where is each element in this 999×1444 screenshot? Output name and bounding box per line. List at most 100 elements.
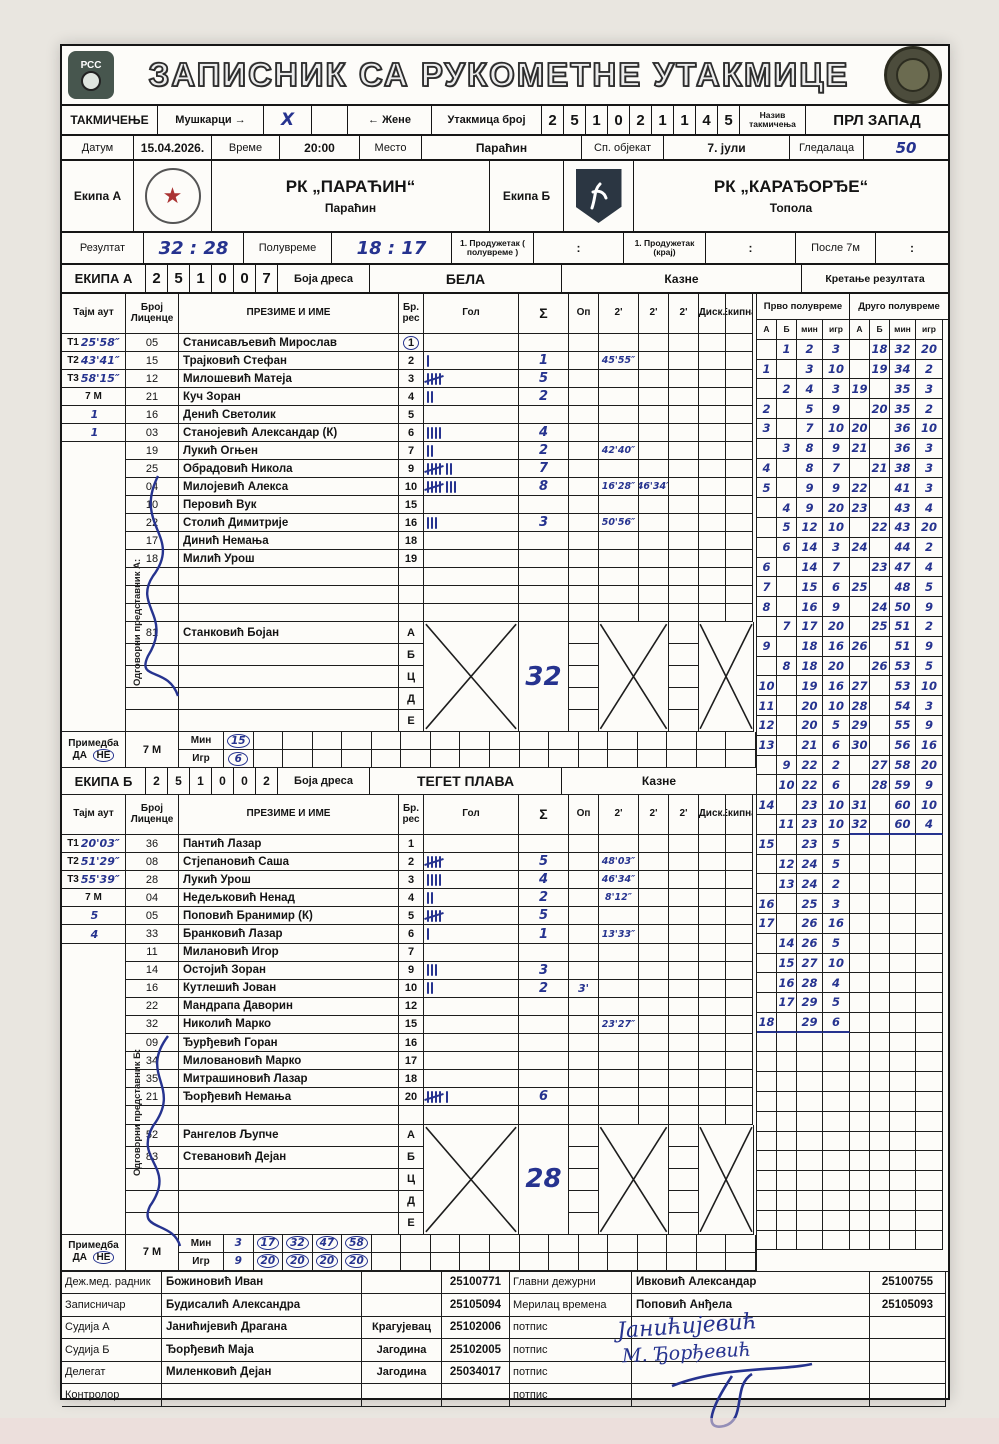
penalty-2min-1 (599, 334, 639, 352)
score-cell (870, 577, 890, 598)
official-role2: Мерилац времена (510, 1294, 632, 1317)
timeout-cell (62, 442, 126, 460)
timeout-cell (62, 604, 126, 622)
penalty-2min-1: 13'33″ (599, 925, 639, 944)
penalty-2min-3 (669, 1070, 699, 1089)
score-cell: 6 (823, 1012, 850, 1033)
halftime-value[interactable]: 18 : 17 (332, 233, 452, 263)
disqualification (699, 370, 726, 388)
score-cell (870, 696, 890, 716)
score-cell (797, 1092, 823, 1112)
score-cell: 10 (823, 418, 850, 439)
score-cell (777, 1191, 797, 1211)
penalty-2min-3 (669, 514, 699, 532)
spectators-value[interactable]: 50 (895, 138, 917, 157)
goal-sum (519, 406, 569, 424)
score-cell (777, 894, 797, 914)
warning-op (569, 871, 599, 890)
score-cell: 4 (757, 458, 777, 479)
score-cell: 5 (823, 933, 850, 954)
after-7m-value[interactable]: : (910, 241, 914, 255)
gk-2min3-cell (669, 666, 699, 688)
score-cell (850, 616, 870, 637)
venue-label: Сп. објекат (582, 136, 664, 159)
goal-sum (519, 334, 569, 352)
score-cell (850, 1012, 870, 1033)
score-cell (870, 854, 890, 875)
disqualification (699, 334, 726, 352)
score-cell (757, 953, 777, 974)
team-penalty (726, 943, 753, 962)
player-name: Милојевић Алекса (179, 478, 399, 496)
score-cell: 7 (823, 557, 850, 578)
score-cell (777, 399, 797, 419)
score-cell (777, 1012, 797, 1033)
team-penalty (726, 889, 753, 908)
score-cell: 41 (890, 478, 916, 499)
spectators-label: Гледалаца (790, 136, 864, 159)
score-cell: 14 (797, 537, 823, 558)
igr-value (430, 750, 461, 768)
score-cell: 6 (823, 577, 850, 598)
score-cell: 29 (797, 1012, 823, 1033)
license-number: 22 (126, 997, 179, 1016)
score-cell (890, 1230, 916, 1251)
score-cell (890, 1092, 916, 1112)
place-label: Место (360, 136, 422, 159)
score-cell: 56 (890, 735, 916, 756)
disqualification (699, 532, 726, 550)
info-row: Датум 15.04.2026. Време 20:00 Место Пара… (62, 136, 948, 161)
goal-sum (519, 496, 569, 514)
score-cell (870, 953, 890, 974)
igr-value (489, 750, 520, 768)
rss-logo-text: РСС (80, 59, 102, 71)
igr-value (460, 750, 490, 768)
penalty-2min-3 (669, 871, 699, 890)
score-cell (757, 775, 777, 796)
score-cell (850, 775, 870, 796)
score-cell (757, 1230, 777, 1251)
score-cell: 9 (823, 438, 850, 459)
player-name: Недељковић Ненад (179, 889, 399, 908)
score-cell (850, 458, 870, 479)
overtime1-value[interactable]: : (534, 233, 624, 263)
penalty-2min-3 (669, 478, 699, 496)
score-cell: 27 (870, 755, 890, 776)
score-cell (870, 438, 890, 459)
score-cell (797, 1230, 823, 1251)
score-cell (777, 795, 797, 815)
column-header: 2' (639, 795, 669, 835)
dress-number: 1 (399, 835, 424, 854)
column-header: 2' (669, 795, 699, 835)
goal-tally (424, 1070, 519, 1089)
result-value[interactable]: 32 : 28 (144, 233, 244, 263)
score-cell: 58 (890, 755, 916, 776)
score-cell (870, 894, 890, 914)
column-header: Бр. рес (399, 294, 424, 334)
goal-tally (424, 1088, 519, 1107)
timeout-cell: Т1 25'58″ (62, 334, 126, 352)
igr-value (460, 1252, 490, 1271)
column-header: 2' (599, 294, 639, 334)
license-number: 05 (126, 334, 179, 352)
score-cell: 10 (777, 775, 797, 796)
men-checkbox[interactable]: X (264, 106, 312, 134)
score-cell (850, 953, 870, 974)
score-cell: 5 (823, 993, 850, 1013)
score-cell: 19 (797, 676, 823, 697)
women-checkbox[interactable] (312, 106, 348, 134)
score-cell: 26 (870, 656, 890, 677)
goal-sum (519, 1034, 569, 1053)
dress-number: 7 (399, 943, 424, 962)
overtime2-value[interactable]: : (706, 233, 796, 263)
score-cell (757, 1052, 777, 1073)
score-cell (916, 1111, 943, 1132)
score-cell: 22 (797, 775, 823, 796)
team-a-code-digit: 0 (212, 265, 234, 292)
dress-number (399, 586, 424, 604)
gk-letter: Ц (399, 1168, 424, 1191)
license-number: 19 (126, 442, 179, 460)
primedba-row: Примедба ДА НЕ 7 М Мин 15 Игр 6 (62, 732, 756, 768)
dress-number: 6 (399, 925, 424, 944)
gk-2min3-cell (669, 644, 699, 666)
